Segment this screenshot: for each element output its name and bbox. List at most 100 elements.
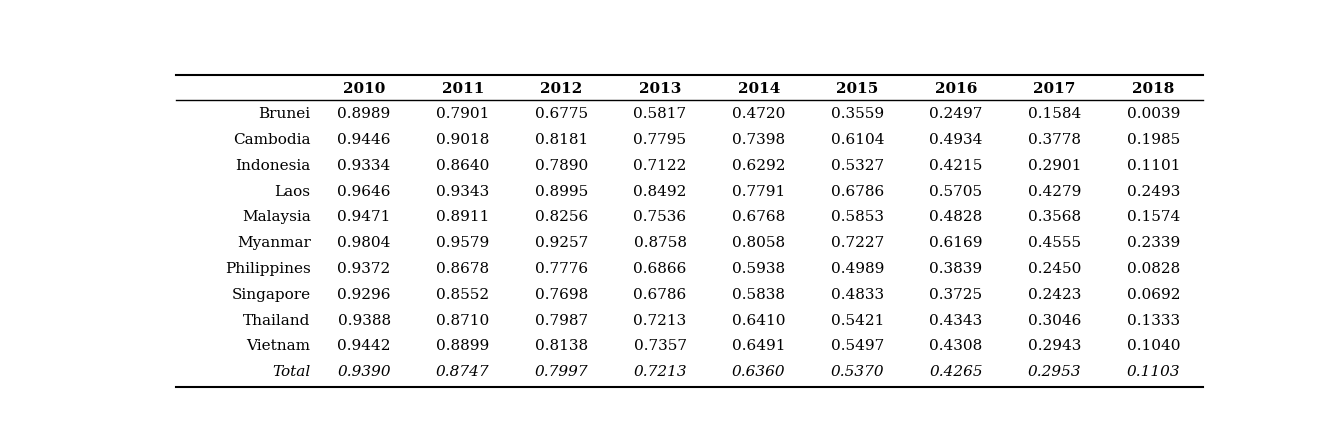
Text: 2018: 2018 — [1132, 81, 1175, 95]
Text: 0.4215: 0.4215 — [930, 158, 983, 173]
Text: 2013: 2013 — [639, 81, 682, 95]
Text: 0.1101: 0.1101 — [1127, 158, 1180, 173]
Text: 0.2423: 0.2423 — [1028, 287, 1082, 301]
Text: 0.0692: 0.0692 — [1127, 287, 1180, 301]
Text: 0.1584: 0.1584 — [1028, 107, 1081, 121]
Text: 0.5817: 0.5817 — [634, 107, 687, 121]
Text: 0.6410: 0.6410 — [732, 313, 785, 327]
Text: 0.2450: 0.2450 — [1028, 261, 1082, 276]
Text: 0.9442: 0.9442 — [337, 339, 391, 353]
Text: 0.5705: 0.5705 — [930, 184, 983, 198]
Text: 0.8710: 0.8710 — [436, 313, 489, 327]
Text: 0.7536: 0.7536 — [634, 210, 687, 224]
Text: 0.7357: 0.7357 — [634, 339, 687, 353]
Text: 0.8552: 0.8552 — [436, 287, 489, 301]
Text: 0.9372: 0.9372 — [337, 261, 391, 276]
Text: 0.7791: 0.7791 — [732, 184, 785, 198]
Text: 0.9646: 0.9646 — [337, 184, 391, 198]
Text: 0.7997: 0.7997 — [534, 365, 589, 378]
Text: Indonesia: Indonesia — [236, 158, 310, 173]
Text: 0.9579: 0.9579 — [436, 236, 489, 250]
Text: Laos: Laos — [274, 184, 310, 198]
Text: 0.2493: 0.2493 — [1127, 184, 1180, 198]
Text: 2010: 2010 — [343, 81, 386, 95]
Text: 0.3839: 0.3839 — [930, 261, 983, 276]
Text: 0.7213: 0.7213 — [634, 365, 687, 378]
Text: Philippines: Philippines — [225, 261, 310, 276]
Text: 2016: 2016 — [935, 81, 977, 95]
Text: 0.8899: 0.8899 — [436, 339, 489, 353]
Text: 0.7122: 0.7122 — [634, 158, 687, 173]
Text: 0.2901: 0.2901 — [1028, 158, 1082, 173]
Text: 0.6169: 0.6169 — [930, 236, 983, 250]
Text: 0.1574: 0.1574 — [1127, 210, 1180, 224]
Text: 0.9446: 0.9446 — [337, 133, 391, 147]
Text: 0.7227: 0.7227 — [830, 236, 884, 250]
Text: 0.8911: 0.8911 — [436, 210, 489, 224]
Text: Myanmar: Myanmar — [237, 236, 310, 250]
Text: 0.3559: 0.3559 — [831, 107, 884, 121]
Text: 0.2953: 0.2953 — [1028, 365, 1082, 378]
Text: 0.0039: 0.0039 — [1127, 107, 1180, 121]
Text: 0.1040: 0.1040 — [1127, 339, 1180, 353]
Text: 0.4308: 0.4308 — [930, 339, 983, 353]
Text: 0.8989: 0.8989 — [337, 107, 391, 121]
Text: 0.8758: 0.8758 — [634, 236, 687, 250]
Text: 0.4934: 0.4934 — [930, 133, 983, 147]
Text: 0.9343: 0.9343 — [436, 184, 489, 198]
Text: 0.5421: 0.5421 — [830, 313, 884, 327]
Text: 0.3046: 0.3046 — [1028, 313, 1082, 327]
Text: 0.2497: 0.2497 — [930, 107, 983, 121]
Text: Singapore: Singapore — [232, 287, 310, 301]
Text: 0.7795: 0.7795 — [634, 133, 687, 147]
Text: 0.3725: 0.3725 — [930, 287, 983, 301]
Text: 0.3568: 0.3568 — [1028, 210, 1081, 224]
Text: Brunei: Brunei — [259, 107, 310, 121]
Text: 2017: 2017 — [1033, 81, 1075, 95]
Text: 0.7987: 0.7987 — [534, 313, 587, 327]
Text: 0.1985: 0.1985 — [1127, 133, 1180, 147]
Text: 0.3778: 0.3778 — [1028, 133, 1081, 147]
Text: 0.6104: 0.6104 — [830, 133, 884, 147]
Text: 0.5838: 0.5838 — [732, 287, 785, 301]
Text: 0.4265: 0.4265 — [930, 365, 983, 378]
Text: 0.6768: 0.6768 — [732, 210, 785, 224]
Text: 0.9334: 0.9334 — [337, 158, 391, 173]
Text: 0.5853: 0.5853 — [831, 210, 884, 224]
Text: 0.7698: 0.7698 — [534, 287, 587, 301]
Text: 0.8995: 0.8995 — [534, 184, 587, 198]
Text: 0.1333: 0.1333 — [1127, 313, 1180, 327]
Text: Vietnam: Vietnam — [247, 339, 310, 353]
Text: 0.1103: 0.1103 — [1127, 365, 1180, 378]
Text: 2012: 2012 — [540, 81, 582, 95]
Text: 0.5497: 0.5497 — [830, 339, 884, 353]
Text: 0.4555: 0.4555 — [1028, 236, 1081, 250]
Text: 2015: 2015 — [837, 81, 879, 95]
Text: 0.9018: 0.9018 — [436, 133, 489, 147]
Text: 0.8640: 0.8640 — [436, 158, 489, 173]
Text: 0.9390: 0.9390 — [337, 365, 391, 378]
Text: Total: Total — [272, 365, 310, 378]
Text: 0.4989: 0.4989 — [830, 261, 884, 276]
Text: 0.2943: 0.2943 — [1028, 339, 1082, 353]
Text: 0.9471: 0.9471 — [337, 210, 391, 224]
Text: 0.5370: 0.5370 — [830, 365, 884, 378]
Text: 0.2339: 0.2339 — [1127, 236, 1180, 250]
Text: 0.8181: 0.8181 — [534, 133, 587, 147]
Text: 0.6775: 0.6775 — [534, 107, 587, 121]
Text: Thailand: Thailand — [243, 313, 310, 327]
Text: 0.8747: 0.8747 — [436, 365, 489, 378]
Text: 0.6786: 0.6786 — [830, 184, 884, 198]
Text: 0.5938: 0.5938 — [732, 261, 785, 276]
Text: 0.4343: 0.4343 — [930, 313, 983, 327]
Text: 0.8492: 0.8492 — [634, 184, 687, 198]
Text: 0.6491: 0.6491 — [732, 339, 785, 353]
Text: 0.4828: 0.4828 — [930, 210, 983, 224]
Text: 0.8678: 0.8678 — [436, 261, 489, 276]
Text: 0.0828: 0.0828 — [1127, 261, 1180, 276]
Text: 0.5327: 0.5327 — [831, 158, 884, 173]
Text: 2011: 2011 — [442, 81, 484, 95]
Text: 0.8058: 0.8058 — [732, 236, 785, 250]
Text: 0.4720: 0.4720 — [732, 107, 785, 121]
Text: Cambodia: Cambodia — [233, 133, 310, 147]
